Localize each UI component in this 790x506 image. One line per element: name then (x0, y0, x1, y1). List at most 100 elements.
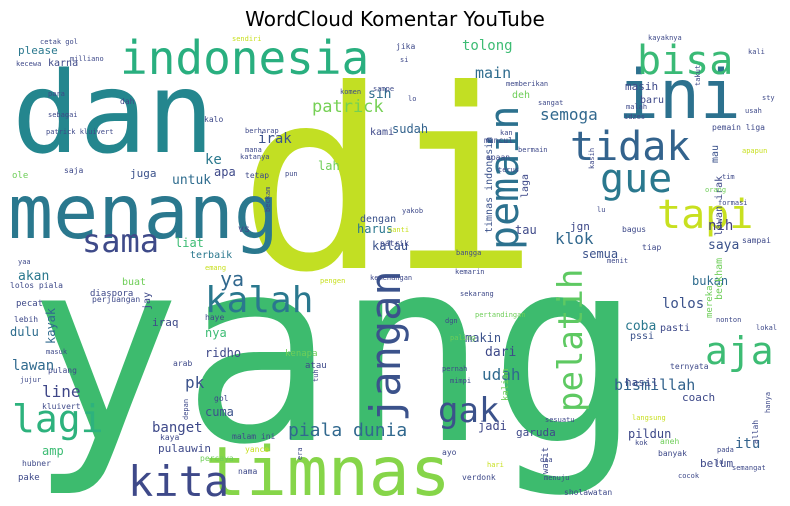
word-langsung: langsung (632, 414, 666, 422)
word-menit: menit (607, 257, 628, 265)
word-laga: laga (520, 174, 531, 198)
word-si: si (400, 56, 408, 64)
word-dulu: dulu (10, 325, 39, 339)
word-tolong: tolong (462, 38, 513, 54)
word-nanti: nanti (388, 226, 409, 234)
word-sangat: sangat (538, 99, 563, 107)
word-era: era (296, 447, 304, 460)
word-semoga: semoga (540, 105, 598, 124)
word-kan: kan (500, 129, 513, 137)
word-takut: takut (694, 65, 702, 86)
word-timnas-indonesia: timnas indonesia (484, 137, 495, 233)
word-sampai: sampai (742, 236, 771, 245)
word-itu: itu (735, 436, 760, 452)
word-akan: akan (18, 269, 49, 284)
word-semangat: semangat (732, 464, 766, 472)
word-lolos: lolos (662, 296, 704, 312)
word-mana: mana (245, 146, 262, 154)
word-jd: jd (715, 458, 723, 466)
word-gol: gol (214, 394, 229, 403)
chart-title: WordCloud Komentar YouTube (245, 7, 545, 31)
word-iraq: iraq (152, 316, 179, 329)
word-pernah: pernah (442, 365, 467, 373)
word-sesuatu: sesuatu (545, 416, 575, 424)
word-dengan: dengan (360, 214, 396, 225)
word-saja: saja (64, 166, 83, 175)
word-banget: banget (152, 420, 203, 436)
word-bismillah: bismillah (614, 376, 695, 394)
word-mau: mau (710, 145, 721, 163)
word-tau: tau (515, 223, 537, 237)
word-kalah: kalah (205, 280, 313, 321)
word-mereka: mereka (705, 285, 715, 318)
word-cuma: cuma (205, 405, 234, 419)
word-pun: pun (285, 170, 298, 178)
word-sudah: sudah (392, 122, 428, 136)
word-menuju: menuju (544, 474, 569, 482)
word-muncul: muncul (484, 136, 513, 145)
word-terbaik: terbaik (190, 250, 232, 261)
word-vs: vs (238, 224, 250, 235)
word-tetap: tetap (245, 171, 269, 180)
word-bukan: bukan (692, 274, 728, 288)
word-yakob: yakob (402, 207, 423, 215)
word-pasti: pasti (660, 323, 690, 334)
word-hubner: hubner (22, 459, 51, 468)
word-amp: amp (42, 444, 64, 458)
word-tuh: tuh (312, 369, 320, 382)
word-bisa: bisa (637, 38, 733, 84)
word-timnas: timnas (205, 433, 451, 506)
word-patrik: patrik (380, 239, 409, 248)
word-beckam: beckam (264, 187, 272, 212)
word-sty: sty (762, 94, 775, 102)
word-orang: orang (705, 186, 726, 194)
word-pulang: pulang (48, 366, 77, 375)
word-yang: yang (28, 204, 642, 501)
word-harus: harus (357, 222, 393, 236)
word-ternyata: ternyata (670, 362, 709, 371)
word-pecat: pecat (16, 299, 43, 309)
word-hasil: hasil (625, 376, 658, 389)
word-komen: komen (340, 88, 361, 96)
word-sama: sama (82, 222, 159, 260)
word-lawan-irak: lawan irak (714, 176, 725, 236)
word-patrick: patrick (312, 97, 384, 117)
word-lebih: lebih (14, 315, 38, 324)
word-klok: klok (555, 229, 594, 248)
word-pelatih: pelatih (551, 269, 591, 412)
word-aja: aja (705, 329, 774, 373)
word-apa: apa (214, 165, 236, 179)
word-nih: nih (708, 218, 733, 234)
word-ke: ke (205, 152, 222, 168)
word-pertandingan: pertandingan (475, 311, 526, 319)
word-dan: dan (12, 49, 214, 179)
word-lah: lah (318, 159, 340, 173)
word-jangan: jangan (361, 270, 410, 422)
word-dia: dia (540, 456, 553, 464)
word-lolos-piala: lolos piala (10, 281, 63, 290)
word-udah: udah (482, 365, 521, 384)
word-baru: baru (640, 95, 664, 106)
word-tim: tim (722, 173, 735, 181)
word-nonton: nonton (716, 316, 741, 324)
word-banyak: banyak (658, 449, 687, 458)
word-kluivert: kluivert (42, 402, 81, 411)
word-coba: coba (625, 319, 656, 334)
word-main: main (475, 64, 511, 82)
word-jika: jika (396, 42, 415, 51)
word-nama: nama (238, 467, 257, 476)
word-dari: dari (485, 345, 516, 360)
word-cocok: cocok (678, 472, 700, 480)
word-nya: nya (205, 326, 227, 340)
word-kemarin: kemarin (455, 268, 485, 276)
word-saya: saya (708, 238, 739, 253)
word-kayaknya: kayaknya (648, 34, 682, 42)
word-buat: buat (122, 277, 146, 288)
word-deh: deh (512, 90, 530, 101)
word-sih: sih (368, 87, 391, 102)
word-atau: atau (305, 361, 327, 371)
word-depan: depan (182, 399, 190, 420)
word-sendiri: sendiri (232, 35, 262, 43)
word-berharap: berharap (245, 127, 279, 135)
word-idzes: idzes (624, 113, 645, 121)
